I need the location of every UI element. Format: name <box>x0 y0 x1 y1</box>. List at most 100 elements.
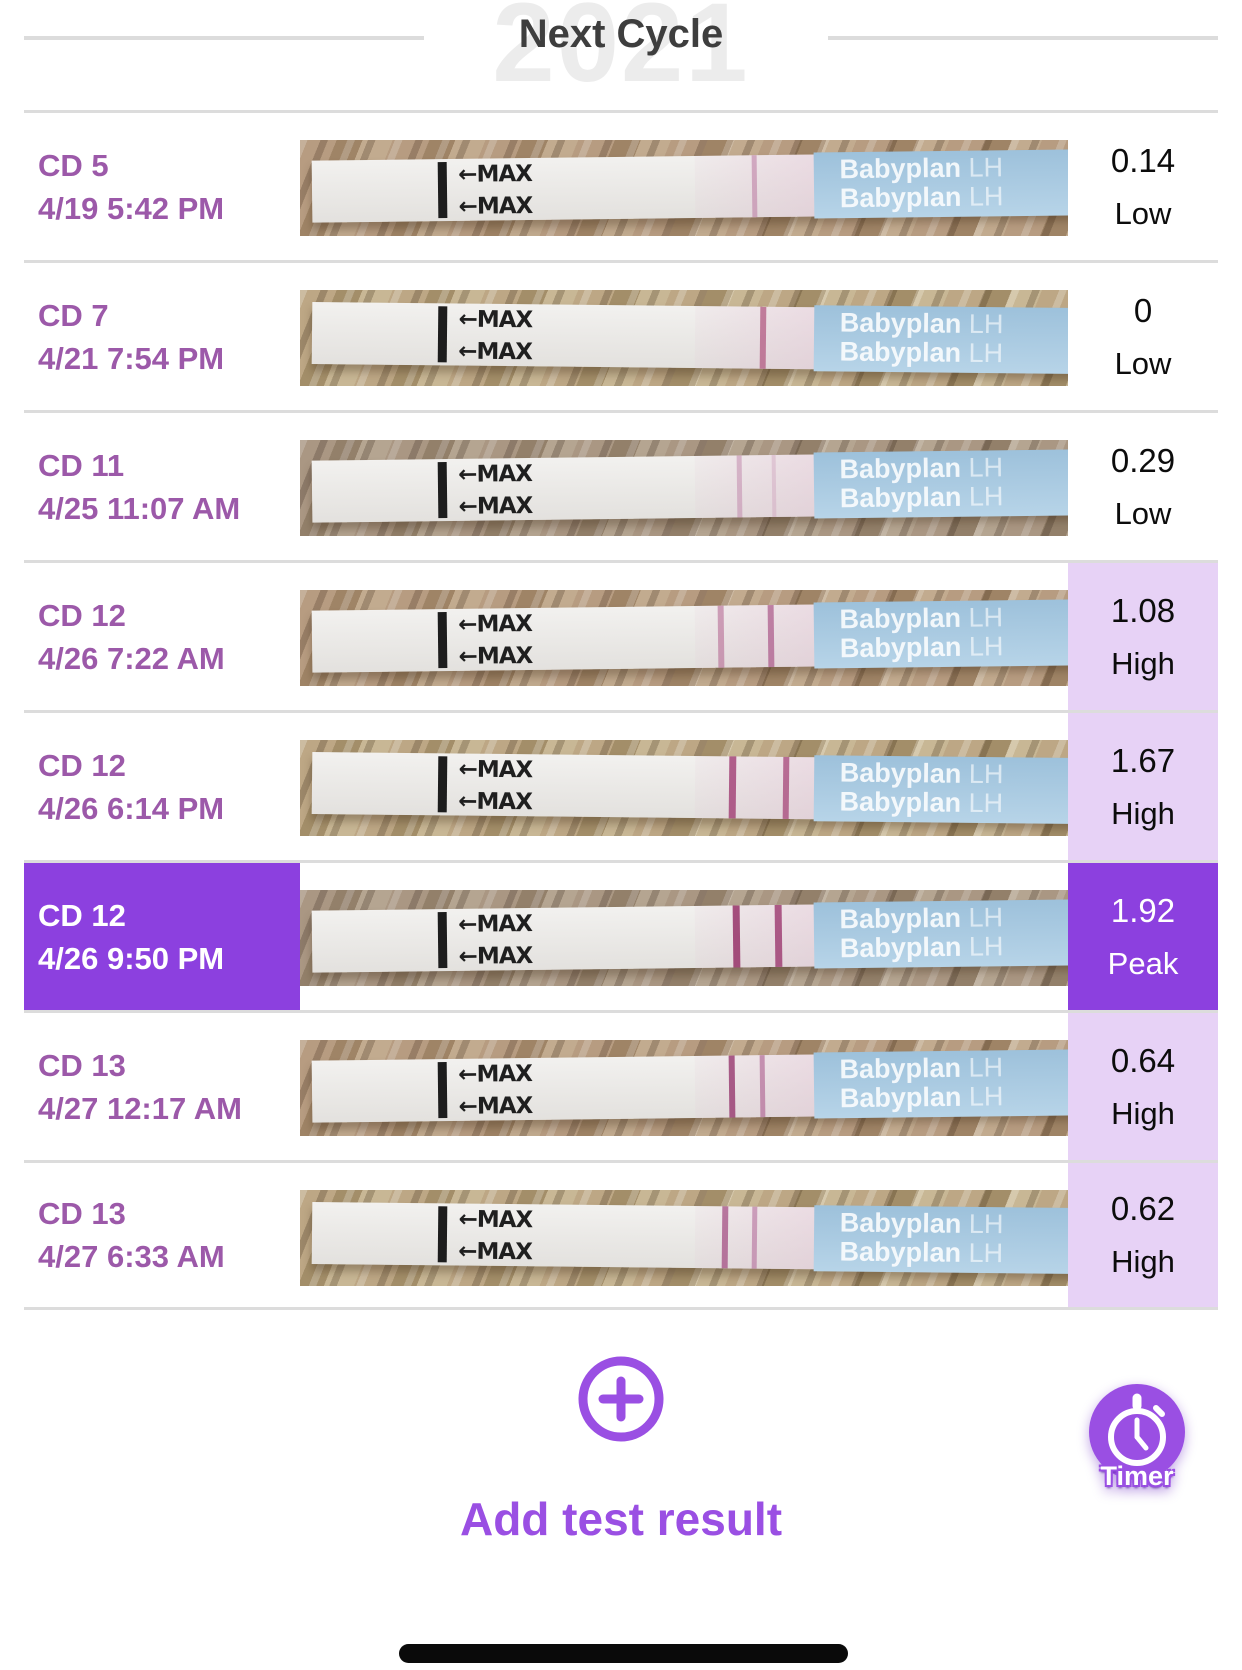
timer-button[interactable]: Timer <box>1089 1384 1185 1491</box>
row-label: CD 7 4/21 7:54 PM <box>24 263 300 410</box>
strip-handle: Babyplan LH Babyplan LH <box>813 899 1068 969</box>
strip-membrane <box>694 756 818 820</box>
strip-brand-text: Babyplan LH <box>839 1207 1004 1240</box>
test-strip-photo: ←MAX ←MAX Babyplan LH Babyplan LH <box>300 590 1068 686</box>
test-line <box>729 1055 736 1118</box>
test-result-row[interactable]: CD 12 4/26 7:22 AM ←MAX ←MAX Babyplan LH… <box>24 560 1218 710</box>
test-result-row[interactable]: CD 7 4/21 7:54 PM ←MAX ←MAX Babyplan LH … <box>24 260 1218 410</box>
strip-brand-text: Babyplan LH <box>839 452 1004 485</box>
date-time-label: 4/27 6:33 AM <box>38 1239 225 1274</box>
strip-brand-text: Babyplan LH <box>839 931 1004 964</box>
cycle-day-label: CD 7 <box>38 297 109 333</box>
test-line <box>721 1206 729 1269</box>
row-result: 1.92 Peak <box>1068 863 1218 1010</box>
page-title: Next Cycle <box>518 12 724 56</box>
row-label: CD 12 4/26 9:50 PM <box>24 863 300 1010</box>
cycle-day-label: CD 12 <box>38 597 126 633</box>
test-result-row[interactable]: CD 12 4/26 9:50 PM ←MAX ←MAX Babyplan LH… <box>24 860 1218 1010</box>
test-strip: ←MAX ←MAX Babyplan LH Babyplan LH <box>311 1049 1068 1123</box>
strip-handle: Babyplan LH Babyplan LH <box>813 755 1068 825</box>
test-strip-photo: ←MAX ←MAX Babyplan LH Babyplan LH <box>300 740 1068 836</box>
strip-membrane <box>694 604 818 668</box>
strip-handle: Babyplan LH Babyplan LH <box>813 1205 1068 1275</box>
strip-brand-text: Babyplan LH <box>839 602 1004 635</box>
test-line <box>736 455 743 518</box>
test-line <box>759 306 767 369</box>
strip-brand-text: Babyplan LH <box>839 786 1004 819</box>
lh-value: 0.64 <box>1110 1041 1176 1079</box>
cycle-day-label: CD 12 <box>38 747 126 783</box>
strip-brand-text: Babyplan LH <box>839 152 1004 185</box>
strip-max-bar <box>438 306 448 363</box>
strip-brand-text: Babyplan LH <box>839 1236 1004 1269</box>
test-result-row[interactable]: CD 11 4/25 11:07 AM ←MAX ←MAX Babyplan L… <box>24 410 1218 560</box>
test-result-row[interactable]: CD 13 4/27 12:17 AM ←MAX ←MAX Babyplan L… <box>24 1010 1218 1160</box>
strip-max-bar <box>438 162 448 219</box>
status-badge: Peak <box>1107 945 1179 981</box>
strip-brand-text: Babyplan LH <box>839 307 1004 340</box>
add-test-result-button[interactable] <box>577 1355 665 1443</box>
test-strip: ←MAX ←MAX Babyplan LH Babyplan LH <box>311 301 1068 375</box>
timer-label: Timer <box>1100 1461 1174 1491</box>
cycle-day-label: CD 11 <box>38 447 125 483</box>
strip-max-text: ←MAX <box>458 1060 533 1088</box>
cycle-day-label: CD 5 <box>38 147 109 183</box>
test-line <box>767 605 775 668</box>
test-line <box>732 905 741 968</box>
strip-membrane <box>694 1054 818 1118</box>
strip-brand-text: Babyplan LH <box>839 336 1004 369</box>
test-result-row[interactable]: CD 12 4/26 6:14 PM ←MAX ←MAX Babyplan LH… <box>24 710 1218 860</box>
date-time-label: 4/19 5:42 PM <box>38 190 225 226</box>
status-badge: High <box>1111 1244 1175 1279</box>
lh-value: 0.29 <box>1110 441 1176 479</box>
row-label: CD 13 4/27 6:33 AM <box>24 1163 300 1307</box>
plus-circle-icon <box>578 1356 664 1442</box>
strip-max-bar <box>438 612 448 669</box>
strip-max-bar <box>438 462 448 519</box>
row-label: CD 13 4/27 12:17 AM <box>24 1013 300 1160</box>
row-label: CD 12 4/26 6:14 PM <box>24 713 300 860</box>
strip-brand-text: Babyplan LH <box>839 757 1004 790</box>
home-indicator[interactable] <box>399 1644 848 1663</box>
row-result: 0 Low <box>1068 263 1218 410</box>
test-result-row[interactable]: CD 5 4/19 5:42 PM ←MAX ←MAX Babyplan LH … <box>24 110 1218 260</box>
test-strip-photo: ←MAX ←MAX Babyplan LH Babyplan LH <box>300 890 1068 986</box>
row-result: 0.29 Low <box>1068 413 1218 560</box>
test-line <box>729 756 737 819</box>
test-strip: ←MAX ←MAX Babyplan LH Babyplan LH <box>311 751 1068 825</box>
strip-brand-text: Babyplan LH <box>839 481 1004 514</box>
strip-brand-text: Babyplan LH <box>839 902 1004 935</box>
header-divider-right <box>828 36 1218 40</box>
strip-max-text: ←MAX <box>458 306 533 334</box>
row-label: CD 12 4/26 7:22 AM <box>24 563 300 710</box>
date-time-label: 4/27 12:17 AM <box>38 1090 242 1126</box>
stopwatch-icon <box>1108 1393 1166 1466</box>
row-result: 0.62 High <box>1068 1163 1218 1307</box>
strip-max-text: ←MAX <box>458 338 533 366</box>
strip-max-bar <box>438 1206 448 1263</box>
test-strip-photo: ←MAX ←MAX Babyplan LH Babyplan LH <box>300 290 1068 386</box>
date-time-label: 4/26 9:50 PM <box>38 940 225 976</box>
strip-max-text: ←MAX <box>458 460 533 488</box>
status-badge: High <box>1111 795 1175 831</box>
header-divider-left <box>24 36 424 40</box>
status-badge: Low <box>1114 345 1172 381</box>
strip-max-text: ←MAX <box>458 910 533 938</box>
cycle-day-label: CD 12 <box>38 897 126 933</box>
test-line <box>752 155 758 218</box>
test-strip: ←MAX ←MAX Babyplan LH Babyplan LH <box>311 449 1068 523</box>
strip-max-text: ←MAX <box>458 1092 533 1120</box>
test-line <box>752 1206 758 1269</box>
strip-handle: Babyplan LH Babyplan LH <box>813 305 1068 375</box>
test-line <box>759 1055 766 1118</box>
test-result-row[interactable]: CD 13 4/27 6:33 AM ←MAX ←MAX Babyplan LH… <box>24 1160 1218 1310</box>
test-strip-photo: ←MAX ←MAX Babyplan LH Babyplan LH <box>300 1040 1068 1136</box>
test-strip-photo: ←MAX ←MAX Babyplan LH Babyplan LH <box>300 140 1068 236</box>
lh-value: 1.92 <box>1110 891 1176 929</box>
date-time-label: 4/21 7:54 PM <box>38 340 225 376</box>
test-strip: ←MAX ←MAX Babyplan LH Babyplan LH <box>311 599 1068 673</box>
strip-handle: Babyplan LH Babyplan LH <box>813 1049 1068 1119</box>
add-test-result-label[interactable]: Add test result <box>459 1493 783 1545</box>
test-strip: ←MAX ←MAX Babyplan LH Babyplan LH <box>311 899 1068 973</box>
strip-max-text: ←MAX <box>458 942 533 970</box>
